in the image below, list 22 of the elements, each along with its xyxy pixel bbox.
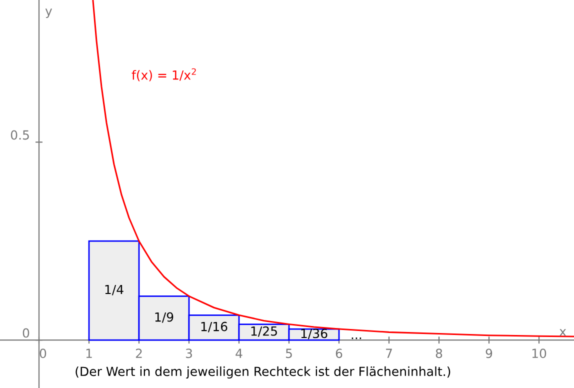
- text: f(x) = 1/x$^{2}$: [132, 68, 196, 82]
- x-tick-label: 1: [86, 348, 92, 358]
- x-tick-label: 4: [236, 348, 242, 358]
- data-label: 1/36: [301, 328, 328, 340]
- x-tick-label: 9: [486, 348, 492, 358]
- data-label: 1/4: [105, 284, 124, 296]
- x-tick-label: 10: [532, 348, 546, 358]
- x-axis-title: x: [559, 329, 566, 336]
- x-tick-label: 2: [136, 348, 142, 358]
- x-tick-label: 7: [386, 348, 392, 358]
- x-tick-label: 0: [40, 348, 46, 358]
- y-axis-title: y: [45, 8, 52, 18]
- data-label: 1/16: [201, 322, 228, 332]
- x-tick-label: 8: [436, 348, 442, 358]
- x-tick-label: 6: [336, 348, 342, 358]
- annotation: (Der Wert in dem jeweiligen Rechteck ist der Flächeninhalt.): [76, 366, 450, 379]
- data-label: 1/9: [155, 312, 174, 323]
- x-tick-label: 3: [186, 348, 192, 358]
- x-tick-label: 5: [286, 348, 292, 358]
- annotation: ...: [352, 338, 362, 340]
- data-label: 1/25: [251, 326, 277, 337]
- y-tick-label: 0.5: [10, 130, 29, 140]
